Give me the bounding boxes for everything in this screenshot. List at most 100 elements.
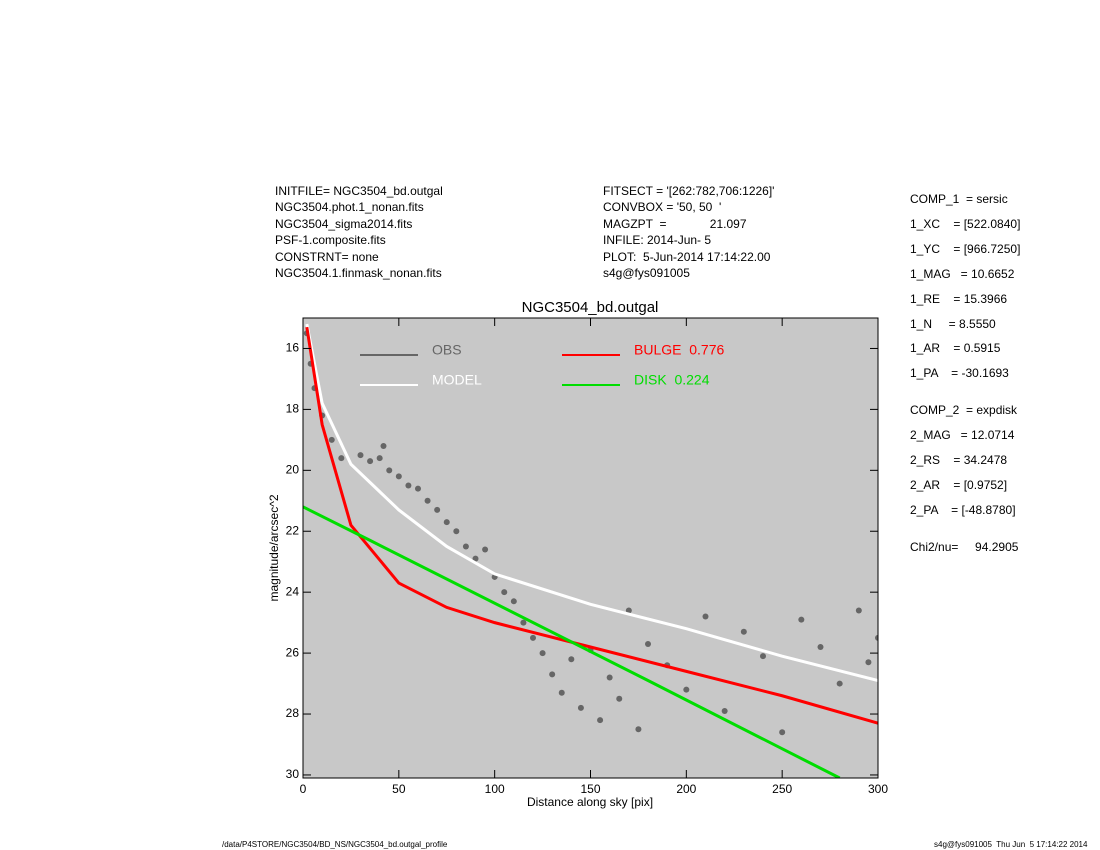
obs-point: [501, 589, 508, 596]
info-line: INFILE: 2014-Jun- 5: [603, 233, 712, 247]
parameter: Chi2/nu= 94.2905: [910, 539, 1019, 554]
obs-point: [328, 436, 335, 443]
obs-point: [395, 473, 402, 480]
obs-point: [482, 546, 489, 553]
y-tick-label: 24: [286, 584, 300, 598]
parameter: 1_XC = [522.0840]: [910, 216, 1021, 231]
y-tick-label: 18: [286, 402, 300, 416]
obs-point: [702, 613, 709, 620]
obs-point: [380, 442, 387, 449]
legend-label: BULGE 0.776: [634, 342, 724, 358]
info-line: NGC3504_sigma2014.fits: [275, 217, 413, 231]
info-line: NGC3504.1.finmask_nonan.fits: [275, 266, 442, 280]
legend-label: MODEL: [432, 372, 482, 388]
profile-line: [305, 326, 878, 725]
chart-title: NGC3504_bd.outgal: [522, 299, 659, 316]
obs-point: [530, 634, 536, 641]
obs-point: [453, 528, 460, 535]
x-tick-label: 150: [580, 782, 600, 796]
obs-point: [405, 482, 412, 489]
info-line: FITSECT = '[262:782,706:1226]': [603, 184, 775, 198]
profile-line: [305, 323, 878, 682]
info-line: CONSTRNT= none: [275, 250, 379, 264]
info-line: CONVBOX = '50, 50 ': [603, 200, 722, 214]
obs-point: [443, 519, 450, 526]
parameter: 1_PA = -30.1693: [910, 366, 1009, 381]
obs-point: [434, 506, 441, 513]
y-axis-label: magnitude/arcsec^2: [267, 494, 281, 601]
obs-point: [740, 628, 747, 635]
parameter: 1_RE = 15.3966: [910, 291, 1008, 306]
obs-point: [875, 634, 878, 641]
obs-point: [817, 644, 824, 651]
parameter: 1_N = 8.5550: [910, 316, 996, 331]
obs-point: [836, 680, 843, 687]
obs-point: [568, 656, 575, 663]
parameter: 1_YC = [966.7250]: [910, 241, 1021, 256]
obs-point: [367, 458, 374, 465]
obs-point: [635, 726, 642, 733]
plot-background: [303, 318, 878, 778]
y-tick-label: 20: [286, 462, 300, 476]
parameter: COMP_1 = sersic: [910, 192, 1008, 206]
legend-label: OBS: [432, 342, 462, 358]
info-line: s4g@fys091005: [603, 266, 690, 280]
obs-point: [683, 686, 690, 693]
obs-point: [865, 659, 872, 666]
obs-point: [376, 455, 383, 462]
x-tick-label: 0: [300, 782, 307, 796]
obs-point: [415, 485, 421, 492]
obs-point: [472, 555, 479, 562]
obs-point: [549, 671, 556, 678]
obs-point: [520, 619, 527, 626]
info-line: PSF-1.composite.fits: [275, 233, 386, 247]
obs-point: [577, 704, 584, 711]
x-tick-label: 100: [485, 782, 505, 796]
y-tick-label: 26: [286, 645, 300, 659]
footer-stamp: s4g@fys091005 Thu Jun 5 17:14:22 2014: [934, 840, 1088, 849]
obs-point: [760, 653, 766, 660]
footer-path: /data/P4STORE/NGC3504/BD_NS/NGC3504_bd.o…: [222, 840, 448, 849]
profile-line: [303, 505, 841, 778]
x-tick-label: 250: [772, 782, 792, 796]
obs-point: [779, 729, 786, 736]
obs-point: [539, 650, 546, 657]
y-tick-label: 16: [286, 341, 300, 355]
parameter: 2_MAG = 12.0714: [910, 428, 1015, 443]
parameter: 2_PA = [-48.8780]: [910, 502, 1016, 517]
obs-point: [558, 689, 565, 696]
parameter: 1_MAG = 10.6652: [910, 266, 1015, 281]
obs-point: [606, 674, 613, 681]
y-tick-label: 22: [286, 523, 300, 537]
parameter: COMP_2 = expdisk: [910, 403, 1018, 418]
info-line: MAGZPT = 21.097: [603, 217, 747, 231]
info-line: NGC3504.phot.1_nonan.fits: [275, 200, 424, 214]
parameter: 2_RS = 34.2478: [910, 453, 1008, 467]
obs-point: [645, 640, 651, 647]
obs-point: [597, 717, 604, 724]
obs-point: [855, 607, 862, 614]
parameter: 1_AR = 0.5915: [910, 341, 1001, 356]
obs-point: [721, 707, 728, 714]
obs-point: [357, 452, 364, 459]
legend-label: DISK 0.224: [634, 372, 710, 388]
obs-point: [798, 616, 805, 623]
obs-point: [510, 598, 517, 605]
obs-point: [424, 497, 431, 504]
x-tick-label: 200: [676, 782, 696, 796]
x-tick-label: 50: [392, 782, 406, 796]
obs-point: [462, 543, 469, 550]
x-tick-label: 300: [868, 782, 888, 796]
info-line: INITFILE= NGC3504_bd.outgal: [275, 184, 443, 198]
obs-point: [616, 695, 623, 702]
plot-area: [303, 323, 878, 778]
parameter: 2_AR = [0.9752]: [910, 477, 1008, 492]
x-axis-label: Distance along sky [pix]: [527, 795, 653, 809]
obs-point: [386, 467, 393, 474]
y-tick-label: 28: [286, 706, 300, 720]
info-line: PLOT: 5-Jun-2014 17:14:22.00: [603, 250, 771, 264]
y-tick-label: 30: [286, 767, 300, 781]
obs-point: [338, 455, 345, 462]
